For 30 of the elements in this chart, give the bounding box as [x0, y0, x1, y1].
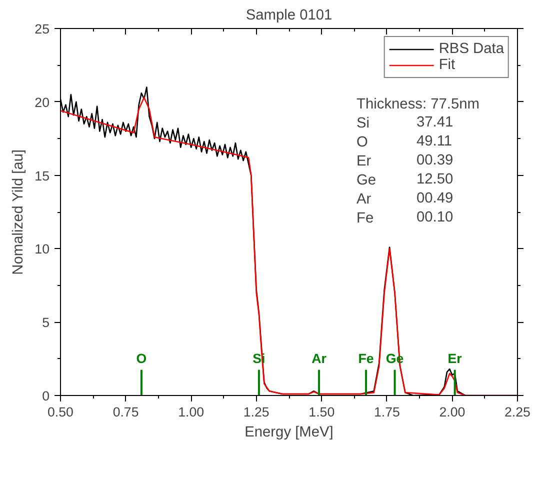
x-axis-title: Energy [MeV] — [244, 424, 334, 440]
x-tick-label: 1.75 — [374, 404, 400, 420]
x-tick-label: 0.50 — [48, 404, 74, 420]
y-tick-label: 5 — [42, 315, 50, 330]
x-tick-label: 2.25 — [504, 404, 530, 420]
x-tick-label: 0.75 — [112, 404, 139, 420]
chart-title: Sample 0101 — [246, 8, 332, 24]
annotation: Thickness: 77.5nm — [356, 96, 480, 112]
x-tick-label: 2.00 — [439, 404, 466, 420]
legend-label: Fit — [438, 57, 456, 73]
x-tick-label: 1.00 — [178, 404, 204, 420]
text: Ar 00.49 — [356, 190, 454, 208]
x-tick-label: 1.25 — [243, 404, 270, 420]
ref-line-label: Er — [448, 351, 462, 366]
text: Fe 00.10 — [356, 210, 454, 226]
legend-label: RBS Data — [438, 41, 504, 57]
ref-line-label: O — [136, 351, 147, 366]
y-axis-title: Nomalized Yild [au] — [10, 149, 27, 275]
y-tick-label: 0 — [42, 388, 50, 404]
text: Si 37.41 — [356, 114, 454, 132]
y-tick-label: 25 — [34, 22, 50, 36]
text: O 49.11 — [356, 134, 452, 150]
y-tick-label: 15 — [34, 168, 50, 184]
ref-line-label: Ar — [312, 351, 326, 366]
x-tick-label: 1.50 — [308, 404, 335, 420]
text: Er 00.39 — [356, 152, 454, 170]
y-tick-label: 10 — [34, 242, 50, 257]
y-tick-label: 20 — [34, 94, 50, 110]
ref-line-label: Fe — [358, 351, 374, 366]
text: Ge 12.50 — [356, 172, 454, 188]
